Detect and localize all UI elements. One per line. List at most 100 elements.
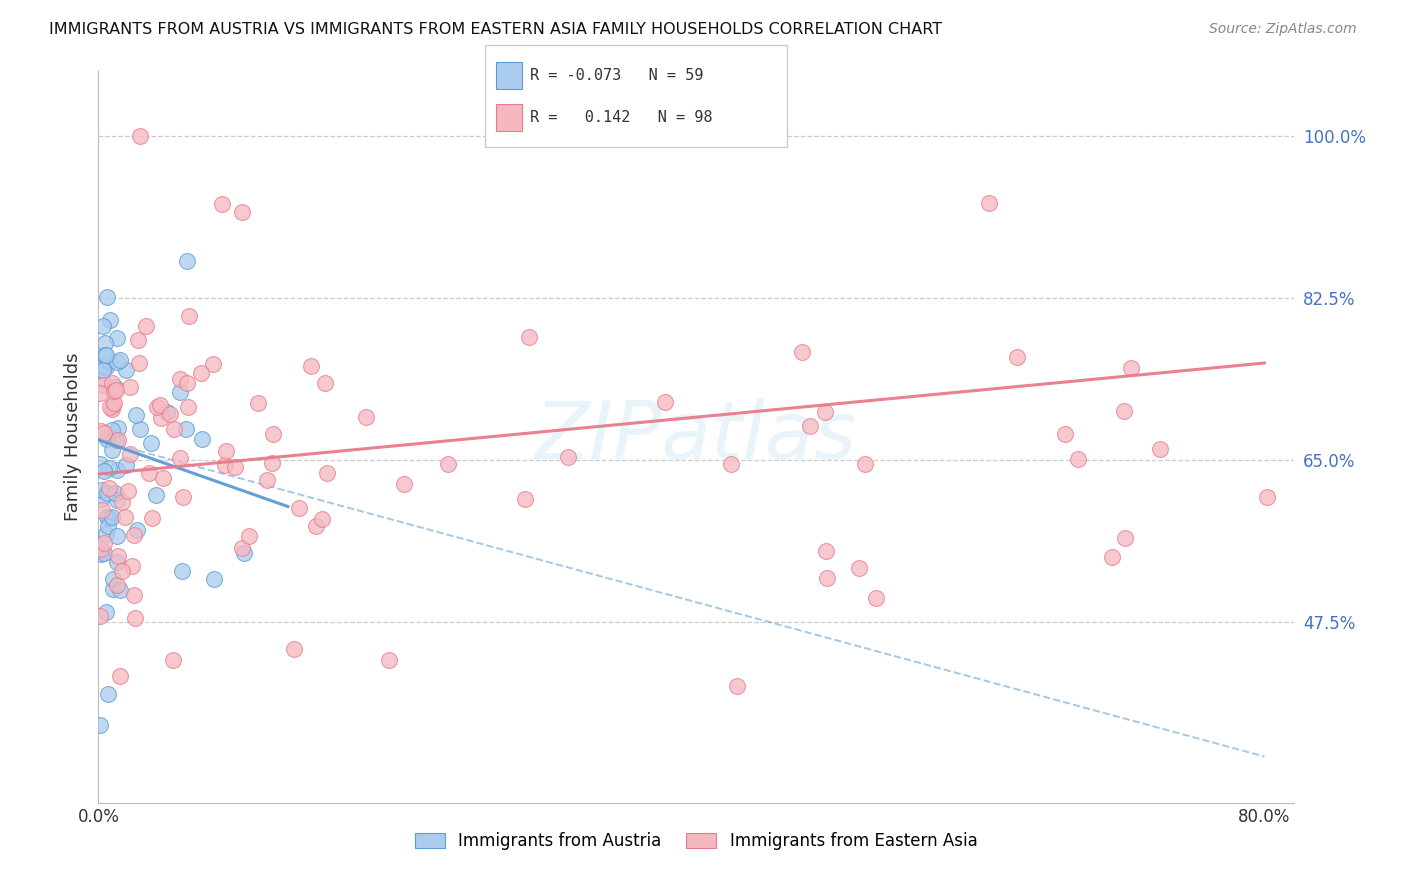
Point	[163, 422, 186, 436]
Point	[162, 653, 184, 667]
Point	[122, 588, 145, 602]
Point	[107, 421, 129, 435]
Point	[108, 668, 131, 682]
Point	[96, 432, 118, 446]
Point	[792, 344, 814, 359]
Point	[122, 528, 145, 542]
Point	[1149, 442, 1171, 456]
Point	[557, 450, 579, 464]
Point	[176, 376, 198, 390]
Point	[1007, 350, 1029, 364]
Point	[517, 330, 540, 344]
Point	[96, 290, 118, 304]
Point	[149, 398, 172, 412]
Point	[315, 467, 337, 481]
Point	[179, 309, 201, 323]
Point	[96, 510, 118, 524]
Point	[1114, 532, 1136, 546]
Point	[853, 457, 876, 471]
Point	[314, 376, 336, 390]
Point	[311, 512, 333, 526]
Point	[101, 572, 124, 586]
Point	[98, 354, 121, 368]
Point	[105, 577, 128, 591]
Point	[152, 471, 174, 485]
Point	[105, 492, 128, 507]
Point	[101, 510, 124, 524]
Point	[654, 394, 676, 409]
Point	[96, 348, 118, 362]
Point	[231, 541, 253, 555]
Point	[174, 422, 197, 436]
Point	[815, 571, 838, 585]
Point	[125, 409, 148, 423]
Point	[814, 405, 837, 419]
Point	[114, 510, 136, 524]
Point	[104, 485, 127, 500]
Point	[107, 554, 129, 568]
Point	[98, 461, 121, 475]
Point	[288, 500, 311, 515]
Point	[91, 373, 114, 387]
Point	[90, 547, 112, 561]
Point	[98, 481, 121, 495]
Point	[105, 355, 128, 369]
Point	[93, 535, 115, 549]
Point	[138, 466, 160, 480]
Text: ZIPatlas: ZIPatlas	[534, 398, 858, 476]
Point	[107, 549, 129, 564]
Point	[145, 401, 167, 415]
Point	[101, 402, 124, 417]
Point	[156, 405, 179, 419]
Point	[91, 502, 114, 516]
Point	[260, 456, 283, 470]
Point	[105, 331, 128, 345]
Point	[105, 384, 128, 398]
Point	[124, 611, 146, 625]
Point	[121, 558, 143, 573]
Point	[89, 717, 111, 731]
Point	[814, 543, 837, 558]
Point	[94, 526, 117, 541]
Point	[101, 398, 124, 412]
Y-axis label: Family Households: Family Households	[63, 353, 82, 521]
Point	[865, 591, 887, 605]
Point	[1121, 361, 1143, 376]
Point	[141, 511, 163, 525]
Point	[104, 379, 127, 393]
Point	[90, 492, 112, 507]
Point	[120, 447, 142, 461]
Point	[94, 606, 117, 620]
Point	[169, 385, 191, 400]
Point	[91, 378, 114, 392]
Point	[93, 319, 115, 334]
Point	[93, 464, 115, 478]
Point	[191, 433, 214, 447]
Point	[89, 609, 111, 624]
Point	[101, 423, 124, 437]
Point	[135, 318, 157, 333]
Point	[727, 679, 749, 693]
Point	[89, 385, 111, 400]
Point	[1053, 427, 1076, 442]
Point	[107, 433, 129, 447]
Point	[118, 380, 141, 394]
Point	[97, 687, 120, 701]
Point	[172, 490, 194, 504]
Point	[304, 519, 326, 533]
Point	[98, 511, 121, 525]
Point	[159, 407, 181, 421]
Point	[93, 425, 115, 440]
Point	[977, 196, 1000, 211]
Point	[1101, 549, 1123, 564]
Legend: Immigrants from Austria, Immigrants from Eastern Asia: Immigrants from Austria, Immigrants from…	[408, 825, 984, 856]
Point	[89, 457, 111, 471]
Point	[238, 529, 260, 543]
Point	[1067, 451, 1090, 466]
Point	[799, 418, 821, 433]
Point	[104, 433, 127, 447]
Point	[114, 458, 136, 472]
Point	[169, 372, 191, 386]
Point	[93, 336, 115, 351]
Point	[91, 483, 114, 497]
